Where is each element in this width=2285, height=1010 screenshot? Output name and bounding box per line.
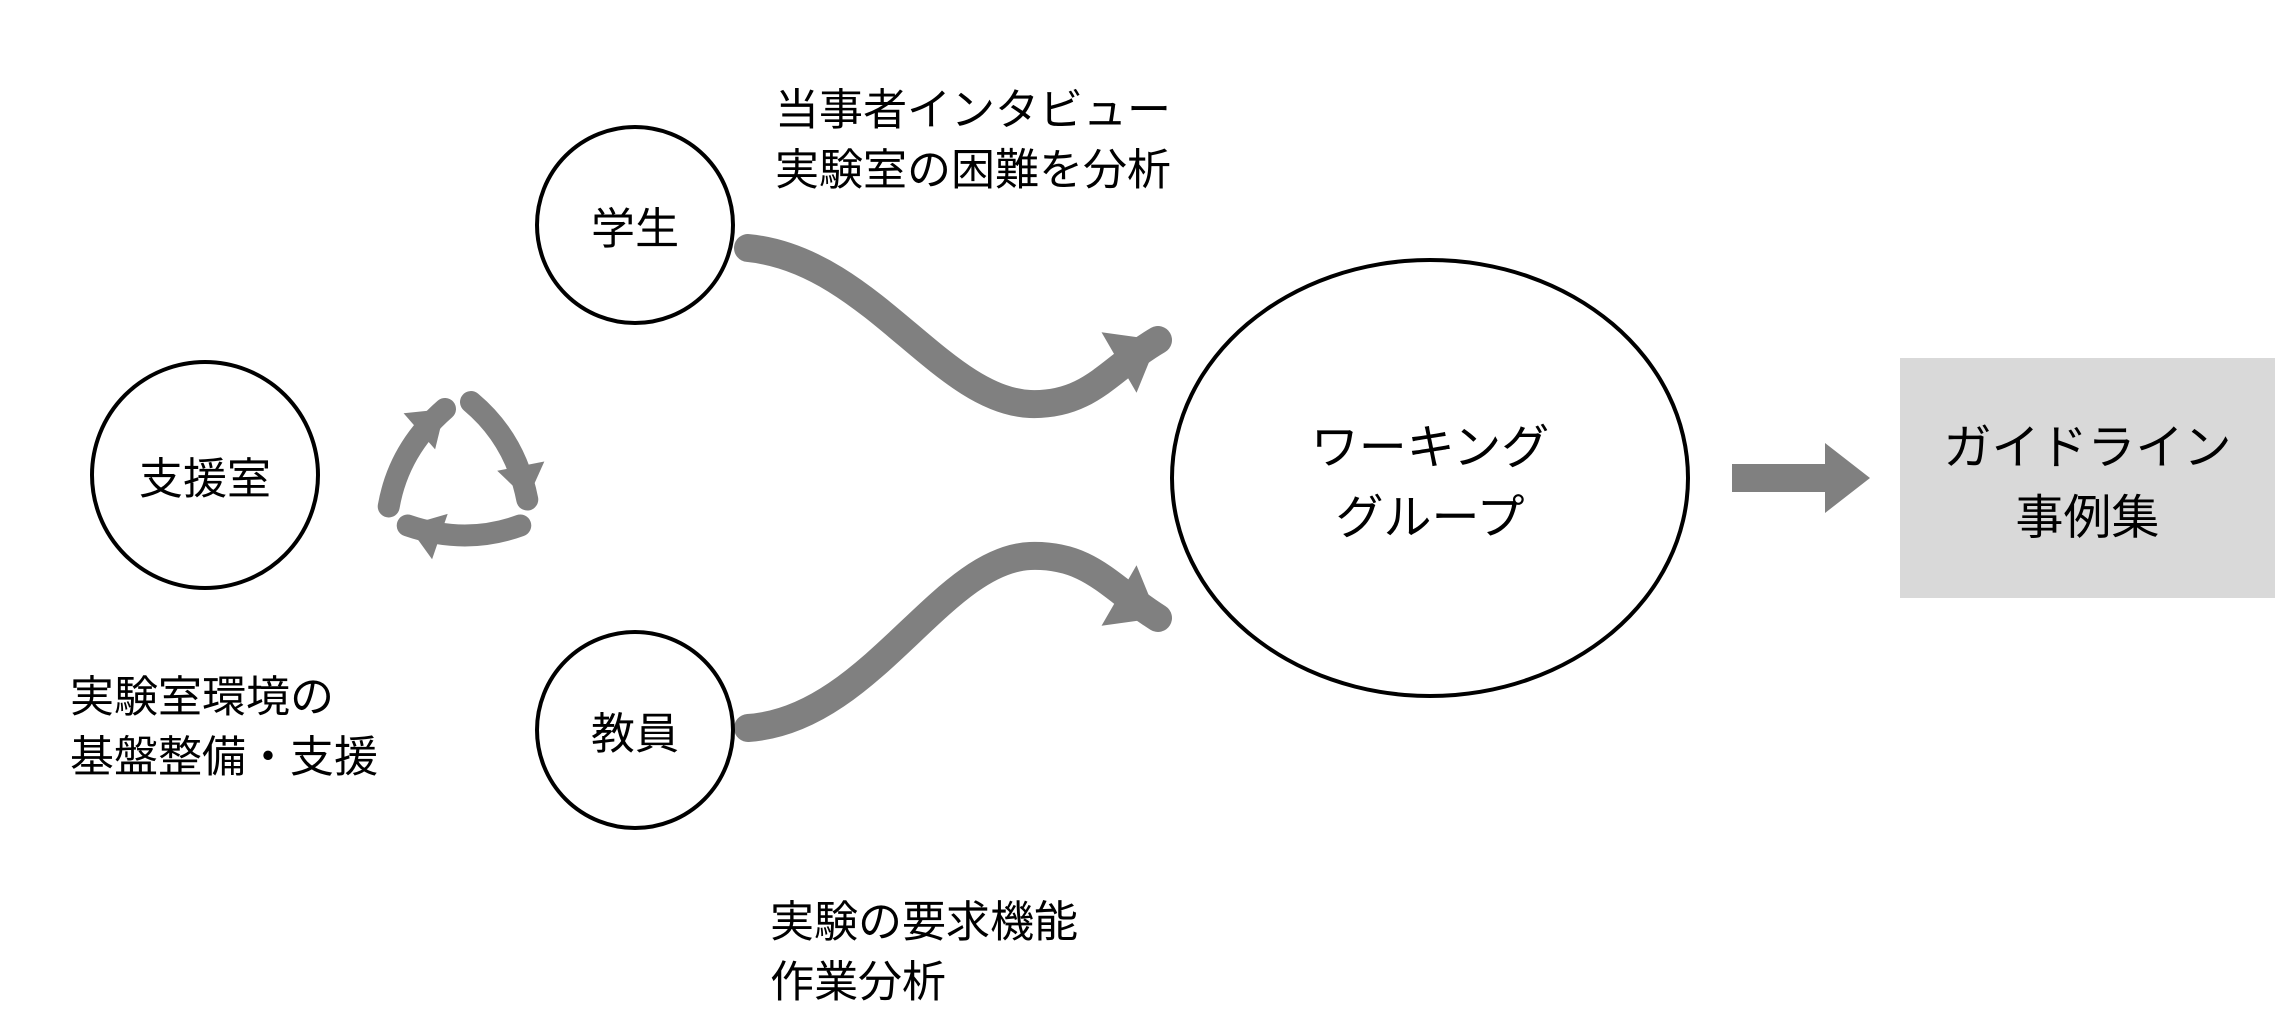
label-teacher-text: 実験の要求機能 作業分析 xyxy=(770,886,1078,1009)
arrow-student-to-working xyxy=(748,248,1158,404)
node-guideline-label: ガイドライン 事例集 xyxy=(1943,408,2231,548)
label-student-text: 当事者インタビュー 実験室の困難を分析 xyxy=(775,74,1171,197)
node-student: 学生 xyxy=(535,125,735,325)
node-guideline: ガイドライン 事例集 xyxy=(1900,358,2275,598)
node-student-label: 学生 xyxy=(591,193,679,257)
node-working-label: ワーキング グループ xyxy=(1311,408,1550,548)
node-working-group: ワーキング グループ xyxy=(1170,258,1690,698)
node-support-office: 支援室 xyxy=(90,360,320,590)
diagram-root: 支援室 学生 教員 ワーキング グループ ガイドライン 事例集 実験室環境の 基… xyxy=(0,0,2285,956)
node-teacher-label: 教員 xyxy=(591,698,679,762)
node-teacher: 教員 xyxy=(535,630,735,830)
label-teacher-desc: 実験の要求機能 作業分析 xyxy=(770,830,1078,1008)
arrow-working-to-guideline xyxy=(1732,443,1870,513)
label-support-desc: 実験室環境の 基盤整備・支援 xyxy=(70,605,378,783)
cycle-triangle-arrows xyxy=(389,402,545,559)
label-support-text: 実験室環境の 基盤整備・支援 xyxy=(70,661,378,784)
label-student-desc: 当事者インタビュー 実験室の困難を分析 xyxy=(775,18,1171,196)
node-support-label: 支援室 xyxy=(139,443,271,507)
arrow-teacher-to-working xyxy=(748,556,1158,728)
